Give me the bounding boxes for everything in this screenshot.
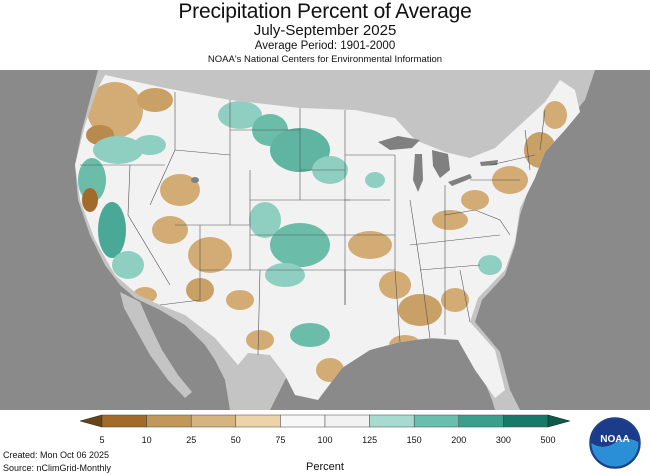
wet-region <box>112 251 144 279</box>
legend-bin <box>413 414 460 428</box>
dry-region <box>87 82 143 138</box>
organization-name: NOAA's National Centers for Environmenta… <box>207 54 443 65</box>
noaa-logo-text: NOAA <box>600 434 629 445</box>
wet-region <box>93 136 143 164</box>
legend-bin <box>235 414 281 428</box>
dry-region <box>226 290 254 310</box>
atlantic-ocean <box>475 70 650 410</box>
legend-bin <box>280 414 326 428</box>
lake-superior <box>378 136 420 150</box>
legend-bin <box>146 414 192 428</box>
legend-bin <box>503 414 549 428</box>
dry-region <box>152 216 188 244</box>
lake-huron <box>432 150 450 178</box>
wet-region <box>134 135 166 155</box>
dry-region <box>461 190 489 210</box>
wet-region <box>365 172 385 188</box>
legend-low-arrow <box>80 414 103 428</box>
dry-region <box>379 271 411 299</box>
dry-region <box>543 101 567 129</box>
legend-title: Percent <box>306 461 344 473</box>
legend-tick-label: 10 <box>142 435 152 445</box>
legend-tick-label: 50 <box>231 435 241 445</box>
precipitation-map <box>0 70 650 410</box>
wet-region <box>98 202 126 258</box>
legend-bin <box>101 414 147 428</box>
wet-region <box>249 202 281 238</box>
dry-region <box>188 237 232 273</box>
dry-region <box>246 330 274 350</box>
legend-bin <box>324 414 370 428</box>
dry-region <box>432 210 468 230</box>
legend-tick-label: 75 <box>275 435 285 445</box>
data-source: Source: nClimGrid-Monthly <box>3 463 112 473</box>
legend-tick-label: 5 <box>99 435 104 445</box>
legend-bin <box>458 414 504 428</box>
legend-bin <box>190 414 237 428</box>
dry-region <box>137 88 173 112</box>
legend-tick-label: 300 <box>496 435 511 445</box>
wet-region <box>478 255 502 275</box>
legend-tick-label: 125 <box>362 435 377 445</box>
wet-region <box>218 101 262 129</box>
dry-region <box>348 231 392 259</box>
dry-region <box>441 288 469 312</box>
wet-region <box>265 263 305 287</box>
dry-region <box>398 294 442 326</box>
dry-region <box>160 174 200 206</box>
map-subtitle: July-September 2025 <box>253 22 397 39</box>
dry-region <box>82 188 98 212</box>
legend-tick-label: 150 <box>407 435 422 445</box>
wet-region <box>290 323 330 347</box>
great-salt-lake <box>191 177 199 183</box>
legend-tick-label: 100 <box>317 435 332 445</box>
baja-california <box>120 292 192 398</box>
legend-tick-label: 500 <box>540 435 555 445</box>
legend-tick-label: 25 <box>186 435 196 445</box>
average-period: Average Period: 1901-2000 <box>254 40 396 52</box>
created-date: Created: Mon Oct 06 2025 <box>3 450 110 460</box>
legend-tick-label: 200 <box>451 435 466 445</box>
lake-erie <box>448 174 472 186</box>
map-title: Precipitation Percent of Average <box>178 0 472 23</box>
anomaly-patches <box>78 82 567 382</box>
lake-michigan <box>413 154 423 192</box>
legend-high-arrow <box>547 414 570 428</box>
gulf-of-california <box>150 310 190 372</box>
state-boundaries <box>80 92 546 356</box>
pacific-ocean <box>0 70 230 410</box>
noaa-logo: NOAA <box>589 417 641 469</box>
wet-region <box>270 223 330 267</box>
precipitation-legend: 5 10 25 50 75 100 125 150 200 300 500 <box>80 414 570 445</box>
legend-bin <box>369 414 415 428</box>
